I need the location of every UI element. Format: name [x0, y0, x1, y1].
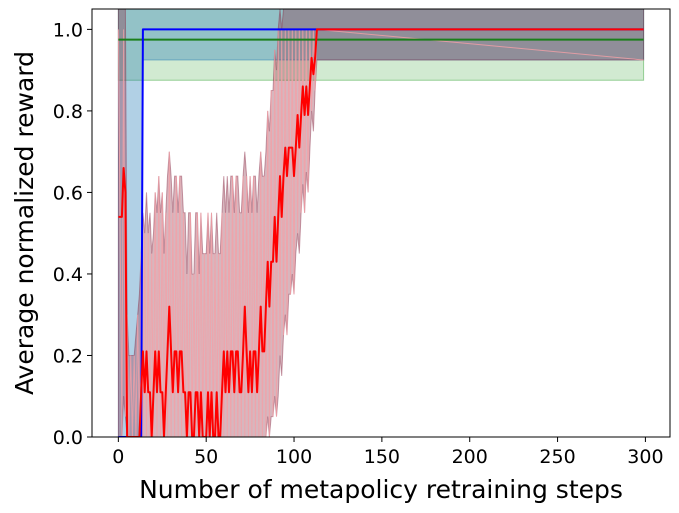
red-series-line [118, 28, 644, 437]
x-tick-label: 250 [539, 446, 575, 468]
y-tick-label: 0.8 [53, 101, 83, 123]
plot-frame [91, 8, 671, 438]
x-tick-label: 150 [364, 446, 400, 468]
x-tick-label: 200 [452, 446, 488, 468]
y-tick-label: 1.0 [53, 19, 83, 41]
y-tick-label: 0.0 [53, 427, 83, 449]
y-axis-label: Average normalized reward [10, 51, 39, 395]
y-axis-ticks: 0.0 0.2 0.4 0.6 0.8 1.0 [53, 19, 92, 449]
y-tick-label: 0.4 [53, 264, 83, 286]
y-tick-label: 0.6 [53, 182, 83, 204]
x-tick-label: 100 [276, 446, 312, 468]
x-axis-label: Number of metapolicy retraining steps [139, 475, 623, 504]
x-axis-ticks: 0 50 100 150 200 250 300 [112, 437, 664, 468]
x-tick-label: 0 [112, 446, 124, 468]
x-tick-label: 50 [194, 446, 218, 468]
lines-layer [118, 28, 644, 437]
x-tick-label: 300 [627, 446, 663, 468]
y-tick-label: 0.2 [53, 345, 83, 367]
